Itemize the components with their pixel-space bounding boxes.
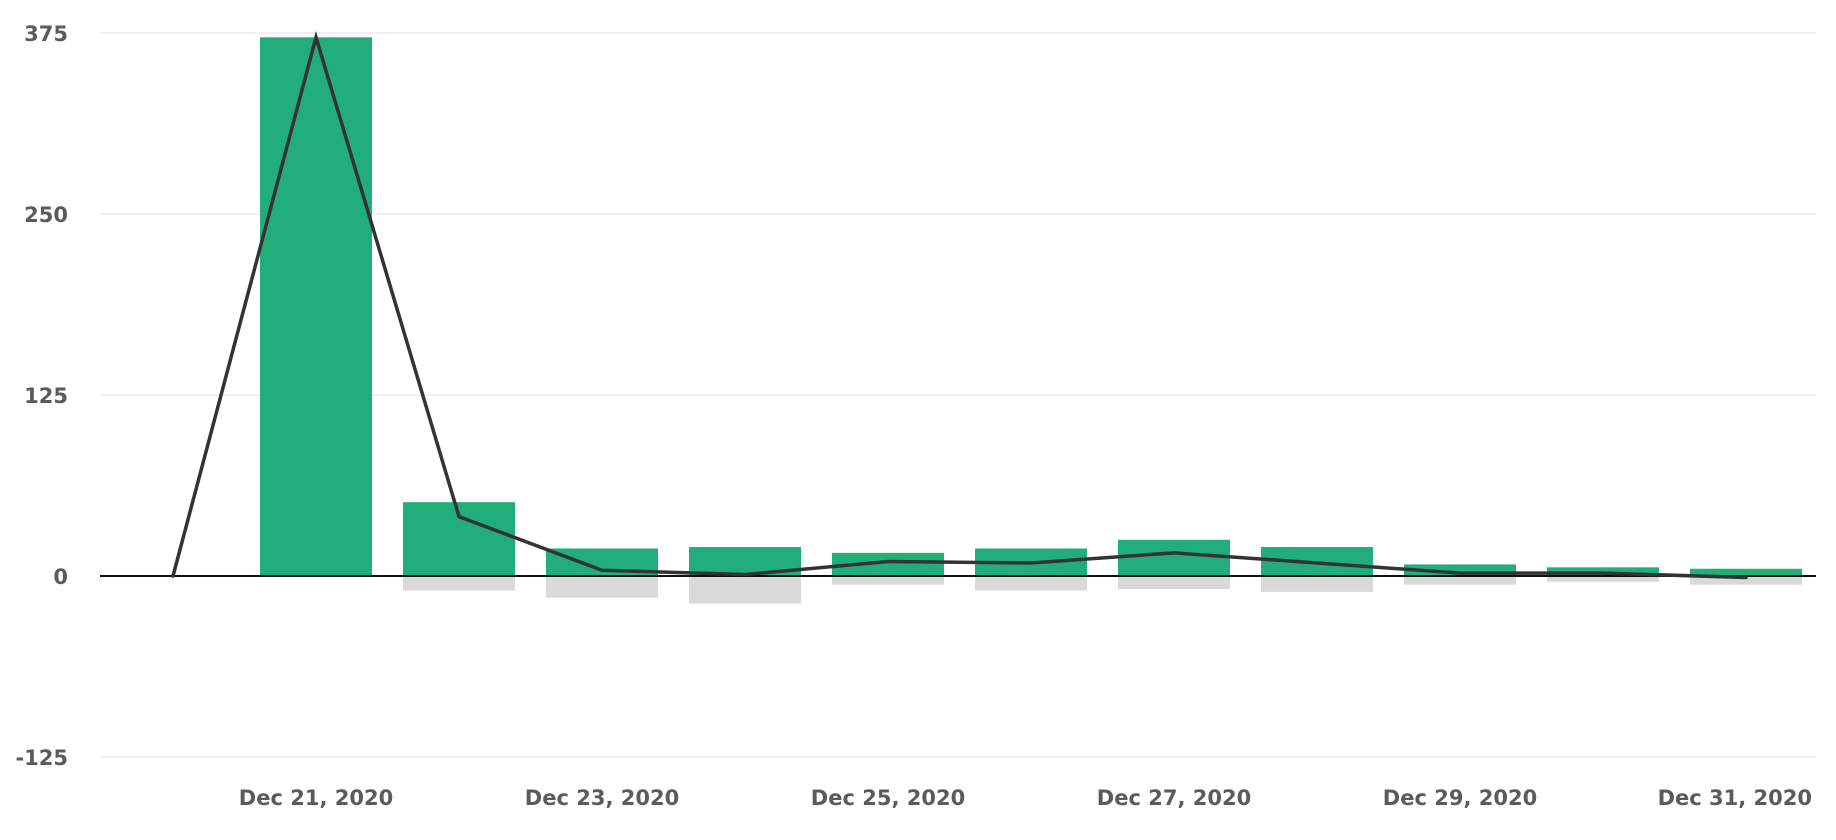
positive-bar: [832, 552, 944, 576]
grid-layer: [100, 32, 1816, 758]
x-tick-label: Dec 21, 2020: [239, 786, 393, 810]
positive-bar: [260, 37, 372, 577]
positive-bar: [1118, 539, 1230, 576]
positive-bars: [260, 37, 1802, 577]
negative-bar: [1118, 576, 1230, 590]
negative-bar: [1261, 576, 1373, 592]
y-axis-labels: 375 250 125 0 -125: [15, 22, 68, 770]
x-tick-label: Dec 23, 2020: [525, 786, 679, 810]
trend-line: [171, 30, 1748, 580]
x-axis-labels: Dec 21, 2020 Dec 23, 2020 Dec 25, 2020 Dec …: [239, 786, 1812, 810]
positive-bar: [1404, 564, 1516, 576]
positive-bar: [1690, 568, 1802, 576]
x-tick-label: Dec 29, 2020: [1383, 786, 1537, 810]
negative-bar: [689, 576, 801, 604]
y-tick-label: 125: [24, 384, 68, 408]
y-tick-label: 250: [24, 203, 68, 227]
x-tick-label: Dec 25, 2020: [811, 786, 965, 810]
negative-bar: [1404, 576, 1516, 585]
x-tick-label: Dec 31, 2020: [1658, 786, 1812, 810]
negative-bar: [546, 576, 658, 598]
negative-bar: [975, 576, 1087, 591]
x-tick-label: Dec 27, 2020: [1097, 786, 1251, 810]
trend-line-layer: [171, 30, 1748, 580]
negative-bar: [1690, 576, 1802, 585]
y-tick-label: 375: [24, 22, 68, 46]
negative-bar: [1547, 576, 1659, 582]
y-tick-label: -125: [15, 746, 68, 770]
y-tick-label: 0: [53, 565, 68, 589]
negative-bars: [403, 576, 1802, 604]
negative-bar: [832, 576, 944, 585]
negative-bar: [403, 576, 515, 591]
